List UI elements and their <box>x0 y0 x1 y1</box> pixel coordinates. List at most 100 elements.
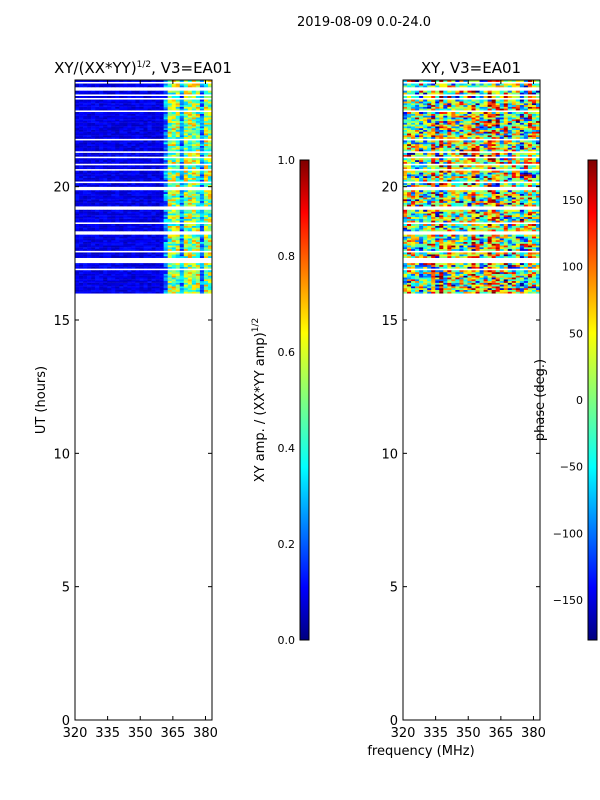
amplitude-cell <box>155 213 160 216</box>
amplitude-cell <box>159 96 164 98</box>
phase-cell <box>467 179 472 182</box>
phase-cell <box>459 256 464 258</box>
amplitude-cell <box>95 229 100 232</box>
phase-cell <box>411 184 416 187</box>
amplitude-cell <box>79 85 84 88</box>
amplitude-cell <box>195 213 201 216</box>
amplitude-cell <box>83 161 88 164</box>
amplitude-cell <box>203 131 209 134</box>
phase-cell <box>455 183 460 186</box>
phase-cell <box>507 220 513 223</box>
amplitude-cell <box>143 241 148 244</box>
amplitude-cell <box>111 216 116 219</box>
phase-cell <box>531 245 537 248</box>
amplitude-cell <box>143 264 148 267</box>
amplitude-cell <box>207 243 213 246</box>
phase-cell <box>483 273 488 276</box>
amplitude-cell <box>87 263 92 266</box>
amplitude-cell <box>107 85 112 88</box>
amplitude-cell <box>191 117 197 120</box>
amplitude-cell <box>203 277 209 280</box>
amplitude-cell <box>175 286 181 289</box>
phase-cell <box>435 266 440 269</box>
amplitude-cell <box>151 152 156 155</box>
amplitude-cell <box>159 273 164 276</box>
amplitude-cell <box>103 213 108 216</box>
amplitude-cell <box>95 204 100 207</box>
phase-cell <box>483 245 488 248</box>
phase-cell <box>447 284 452 287</box>
amplitude-cell <box>155 152 160 155</box>
amplitude-cell <box>91 200 96 203</box>
phase-cell <box>519 277 525 280</box>
amplitude-cell <box>167 96 173 98</box>
phase-cell <box>475 218 480 221</box>
amplitude-cell <box>179 152 185 155</box>
amplitude-cell <box>91 218 96 221</box>
phase-cell <box>403 236 408 239</box>
amplitude-cell <box>75 160 80 162</box>
amplitude-cell <box>87 211 92 214</box>
amplitude-cell <box>75 83 80 86</box>
phase-cell <box>427 266 432 269</box>
amplitude-cell <box>139 248 144 251</box>
amplitude-cell <box>207 133 213 136</box>
amplitude-cell <box>171 174 177 177</box>
amplitude-cell <box>199 243 205 246</box>
phase-cell <box>423 241 428 244</box>
amplitude-cell <box>135 144 140 146</box>
amplitude-cell <box>135 204 140 207</box>
phase-cell <box>475 264 480 267</box>
amplitude-cell <box>179 131 185 134</box>
phase-cell <box>479 204 484 207</box>
amplitude-cell <box>135 200 140 203</box>
amplitude-cell <box>111 236 116 239</box>
amplitude-cell <box>91 263 96 266</box>
phase-cell <box>451 264 456 267</box>
amplitude-cell <box>75 279 80 282</box>
amplitude-cell <box>87 218 92 221</box>
amplitude-cell <box>203 90 209 93</box>
amplitude-cell <box>199 179 205 182</box>
amplitude-cell <box>103 195 108 198</box>
amplitude-cell <box>191 248 197 251</box>
amplitude-cell <box>99 202 104 205</box>
phase-cell <box>515 277 521 280</box>
amplitude-cell <box>131 200 136 203</box>
phase-cell <box>511 216 517 219</box>
amplitude-cell <box>123 108 128 111</box>
phase-cell <box>407 273 412 276</box>
phase-cell <box>427 215 432 218</box>
amplitude-cell <box>207 263 213 266</box>
amplitude-cell <box>159 147 164 150</box>
amplitude-cell <box>207 184 213 187</box>
amplitude-cell <box>179 99 185 102</box>
amplitude-cell <box>147 225 152 228</box>
amplitude-cell <box>187 215 193 218</box>
amplitude-cell <box>195 179 201 182</box>
amplitude-cell <box>123 213 128 216</box>
phase-cell <box>431 238 436 241</box>
amplitude-cell <box>91 177 96 180</box>
phase-cell <box>479 227 484 230</box>
amplitude-cell <box>179 288 185 290</box>
phase-cell <box>483 270 488 273</box>
amplitude-cell <box>123 92 128 95</box>
phase-cell <box>507 241 513 244</box>
amplitude-cell <box>91 216 96 219</box>
phase-cell <box>451 288 456 290</box>
phase-cell <box>439 248 444 251</box>
amplitude-cell <box>119 264 124 267</box>
phase-cell <box>491 266 496 269</box>
amplitude-cell <box>203 209 209 212</box>
phase-cell <box>475 197 480 200</box>
phase-cell <box>463 245 468 248</box>
amplitude-cell <box>99 136 104 139</box>
amplitude-cell <box>87 131 92 134</box>
amplitude-cell <box>147 275 152 278</box>
amplitude-cell <box>131 158 136 161</box>
phase-cell <box>443 204 448 207</box>
phase-cell <box>403 199 408 202</box>
phase-cell <box>491 270 496 273</box>
amplitude-cell <box>151 85 156 88</box>
